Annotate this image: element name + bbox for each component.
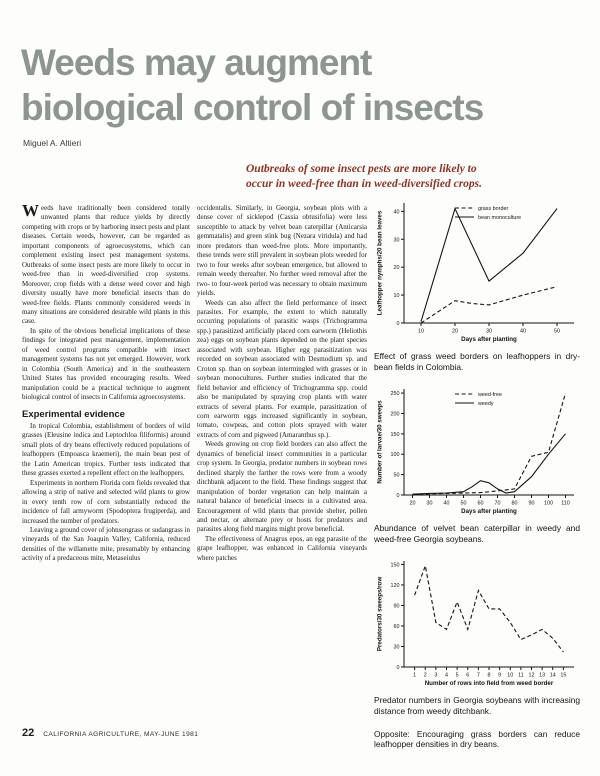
section-heading: Experimental evidence (22, 408, 125, 420)
drop-cap: W (22, 201, 39, 220)
figure-caption-3: Predator numbers in Georgia soybeans wit… (374, 695, 580, 716)
svg-text:50: 50 (394, 473, 400, 479)
svg-text:1: 1 (413, 673, 416, 679)
title-line-1: Weeds may augment (21, 42, 372, 83)
svg-text:40: 40 (394, 209, 400, 215)
svg-text:20: 20 (410, 501, 416, 507)
page-title: Weeds may augment biological control of … (21, 40, 591, 130)
leafhopper-line-chart: 10 20 30 40 50 0 10 20 30 40 grass border bean mono… (374, 196, 584, 348)
svg-text:15: 15 (560, 673, 566, 679)
svg-text:250: 250 (391, 391, 400, 397)
paragraph: occidentalis. Similarly, in Georgia, soy… (197, 204, 367, 298)
body-column-2: occidentalis. Similarly, in Georgia, soy… (197, 204, 367, 563)
svg-text:10: 10 (507, 673, 513, 679)
svg-text:10: 10 (418, 329, 424, 335)
svg-text:100: 100 (544, 501, 553, 507)
paragraph: In tropical Colombia, establishment of b… (22, 421, 190, 478)
svg-text:6: 6 (466, 673, 469, 679)
svg-text:12: 12 (529, 673, 535, 679)
svg-text:9: 9 (498, 673, 501, 679)
figures-column: 10 20 30 40 50 0 10 20 30 40 grass border bean mono… (374, 196, 586, 750)
page-number: 22 (22, 727, 35, 739)
svg-text:8: 8 (488, 673, 491, 679)
svg-text:7: 7 (477, 673, 480, 679)
svg-text:Number of larvae/30 sweeps: Number of larvae/30 sweeps (377, 400, 384, 484)
svg-text:60: 60 (478, 501, 484, 507)
svg-text:30: 30 (427, 501, 433, 507)
svg-text:150: 150 (391, 432, 400, 438)
svg-text:90: 90 (394, 604, 400, 610)
svg-text:40: 40 (444, 501, 450, 507)
svg-text:14: 14 (550, 673, 556, 679)
svg-text:bean monoculture: bean monoculture (478, 215, 521, 221)
paragraph: In spite of the obvious beneficial impli… (22, 326, 190, 402)
svg-text:grass border: grass border (478, 206, 508, 212)
svg-text:50: 50 (554, 329, 560, 335)
svg-text:200: 200 (391, 412, 400, 418)
opposite-photo-note: Opposite: Encouraging grass borders can … (374, 728, 580, 750)
pull-quote-line-1: Outbreaks of some insect pests are more … (246, 163, 477, 175)
svg-text:5: 5 (456, 673, 459, 679)
author-byline: Miguel A. Altieri (23, 138, 82, 148)
svg-text:2: 2 (424, 673, 427, 679)
paragraph-intro-text: eeds have traditionally been considered … (22, 204, 190, 326)
page-footer: 22 CALIFORNIA AGRICULTURE, MAY-JUNE 1981 (22, 727, 198, 739)
journal-name-date: CALIFORNIA AGRICULTURE, MAY-JUNE 1981 (43, 731, 199, 738)
title-line-2: biological control of insects (21, 87, 484, 128)
svg-text:20: 20 (452, 329, 458, 335)
paragraph: Weeds can also affect the field performa… (197, 298, 367, 439)
paragraph: Experiments in northern Florida corn fie… (22, 478, 190, 525)
svg-text:0: 0 (397, 665, 400, 671)
figure-caption-2: Abundance of velvet bean caterpillar in … (374, 523, 580, 544)
svg-text:60: 60 (394, 624, 400, 630)
svg-text:weedy: weedy (477, 401, 494, 407)
svg-text:70: 70 (495, 501, 501, 507)
svg-text:Predators/30 sweeps/row: Predators/30 sweeps/row (377, 577, 384, 651)
svg-text:30: 30 (486, 329, 492, 335)
paragraph: The effectiveness of Anagrus epos, an eg… (197, 534, 367, 562)
predators-line-chart: 1 2 3 4 5 6 7 8 9 10 11 12 13 14 15 0 30 60 90 120 150 Number… (374, 554, 584, 692)
svg-text:20: 20 (394, 265, 400, 271)
svg-text:50: 50 (461, 501, 467, 507)
paragraph: Leaving a ground cover of johnsongrass o… (22, 525, 190, 563)
svg-text:150: 150 (391, 563, 400, 569)
svg-text:30: 30 (394, 645, 400, 651)
svg-text:0: 0 (397, 321, 400, 327)
svg-text:Leafhopper nymphs/20 bean leav: Leafhopper nymphs/20 bean leaves (377, 210, 384, 315)
svg-text:10: 10 (394, 293, 400, 299)
svg-text:40: 40 (520, 329, 526, 335)
paragraph: Weeds growing on crop field borders can … (197, 440, 367, 534)
svg-text:110: 110 (561, 501, 570, 507)
figure-caption-1: Effect of grass weed borders on leafhopp… (374, 351, 580, 372)
svg-text:13: 13 (539, 673, 545, 679)
pull-quote: Outbreaks of some insect pests are more … (246, 162, 586, 191)
svg-text:120: 120 (391, 583, 400, 589)
svg-text:30: 30 (394, 237, 400, 243)
svg-text:weed-free: weed-free (477, 392, 502, 398)
svg-text:100: 100 (391, 452, 400, 458)
svg-text:80: 80 (512, 501, 518, 507)
svg-text:Number of rows into field from: Number of rows into field from weed bord… (425, 680, 554, 687)
svg-text:11: 11 (518, 673, 524, 679)
caterpillar-line-chart: 20 30 40 50 60 70 80 90 100 110 0 50 100 150 200 250 wee… (374, 382, 584, 520)
svg-text:3: 3 (434, 673, 437, 679)
svg-text:90: 90 (529, 501, 535, 507)
svg-text:Days after planting: Days after planting (461, 508, 517, 515)
svg-text:0: 0 (397, 493, 400, 499)
svg-text:Days after planting: Days after planting (461, 336, 517, 343)
svg-text:4: 4 (445, 673, 448, 679)
pull-quote-line-2: occur in weed-free than in weed-diversif… (246, 177, 483, 190)
